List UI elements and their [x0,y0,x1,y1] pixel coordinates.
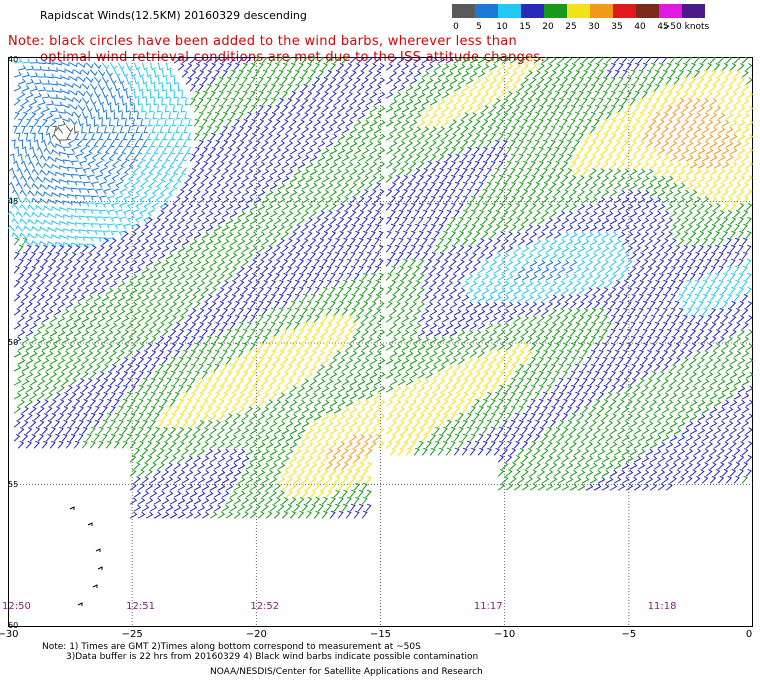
scale-label: 35 [611,22,623,32]
latitude-tick-label: 40 [8,55,19,64]
longitude-tick-label: −20 [245,629,267,640]
longitude-tick-label: −25 [121,629,143,640]
longitude-tick-label: −10 [494,629,516,640]
credit-line: NOAA/NESDIS/Center for Satellite Applica… [210,667,483,677]
pass-time-label: 12:52 [250,601,280,612]
latitude-tick-label: 55 [8,479,19,489]
scale-swatch [659,4,682,18]
scale-label: 25 [565,22,577,32]
wind-barbs [8,57,753,519]
scale-label: 15 [519,22,531,32]
scale-label: 10 [496,22,508,32]
pass-time-label: 11:17 [473,601,503,612]
scale-swatch [544,4,567,18]
scale-label: 45 [657,22,669,32]
map-title: Rapidscat Winds(12.5KM) 20160329 descend… [40,9,307,22]
latitude-tick-label: 60 [8,621,19,630]
footnote-line-2: 3)Data buffer is 22 hrs from 20160329 4)… [66,652,479,662]
longitude-tick-label: −15 [369,629,392,640]
graticule [8,57,753,627]
scale-swatch [521,4,544,18]
scale-swatch [682,4,705,18]
scale-label: 40 [634,22,646,32]
pass-time-label: 12:51 [126,601,155,612]
scale-swatch [452,4,475,18]
latitude-tick-label: 50 [8,338,19,347]
pass-time-label: 12:50 [2,601,31,612]
longitude-tick-label: 0 [745,629,753,640]
scale-label: >50 knots [662,22,710,32]
scale-label: 5 [476,22,482,32]
scale-label: 0 [453,22,459,32]
pass-time-label: 11:18 [647,601,677,612]
latitude-tick-label: 45 [8,196,19,206]
scale-label: 20 [542,22,554,32]
note-line-1: Note: black circles have been added to t… [8,34,518,49]
scale-label: 30 [588,22,600,32]
scale-swatch [567,4,590,18]
scale-swatch [498,4,521,18]
scale-swatch [613,4,636,18]
scale-swatch [636,4,659,18]
longitude-tick-label: −30 [0,629,19,640]
longitude-tick-label: −5 [621,629,637,640]
scale-swatch [475,4,498,18]
footnote-line-1: Note: 1) Times are GMT 2)Times along bot… [42,642,421,652]
scale-swatch [590,4,613,18]
stray-barbs [69,506,103,606]
wind-barb-map [8,57,753,627]
